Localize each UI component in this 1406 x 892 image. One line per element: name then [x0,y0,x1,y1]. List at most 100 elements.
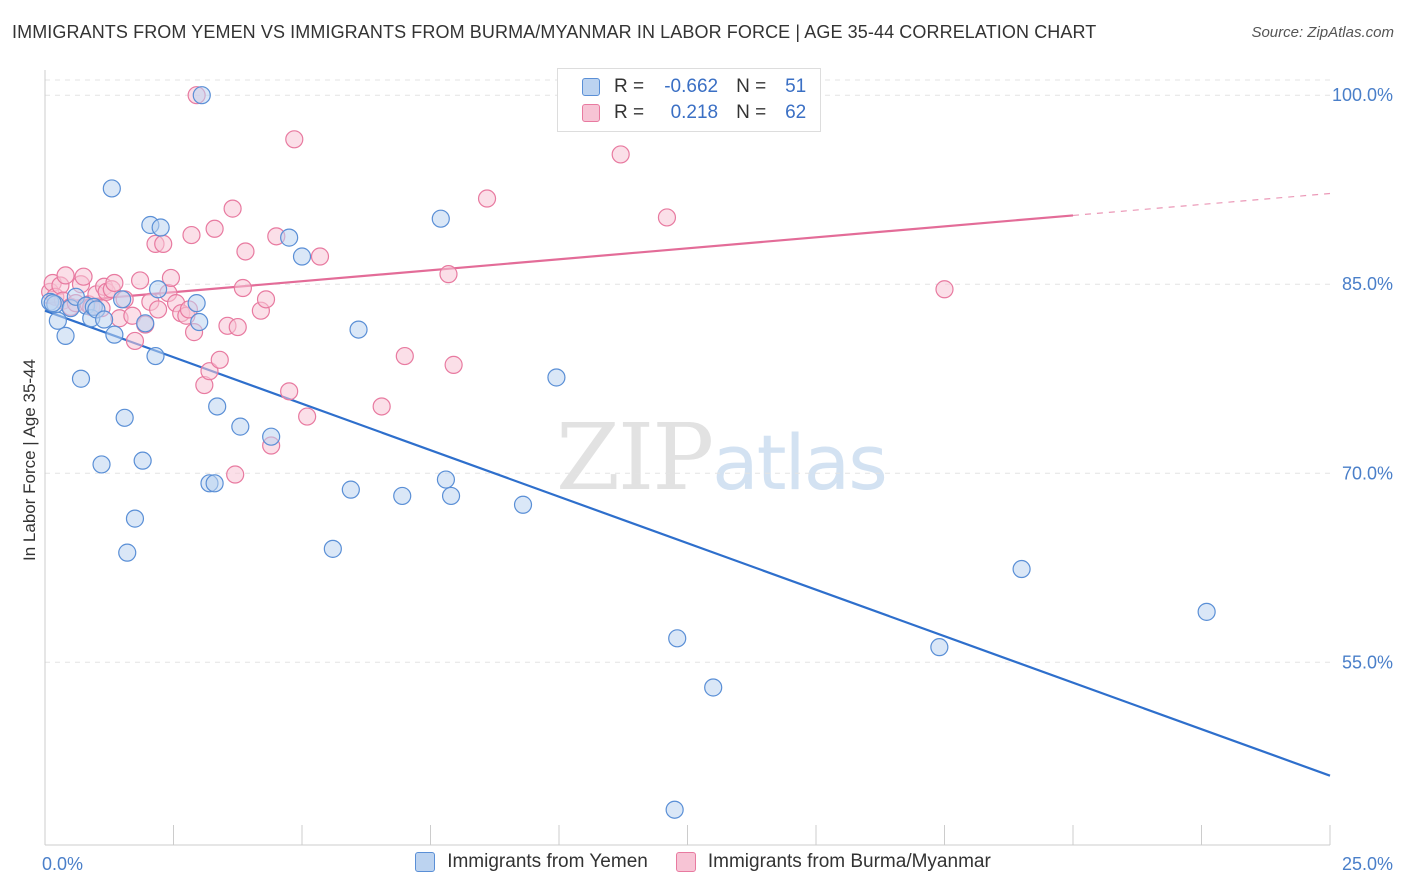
y-tick-label: 70.0% [1342,463,1393,483]
y-tick-label: 100.0% [1332,85,1393,105]
point-burma [444,355,463,374]
point-yemen [56,326,75,345]
point-yemen [341,480,360,499]
point-yemen [208,397,227,416]
point-burma [125,331,145,351]
point-yemen [231,417,250,436]
r-label: R = [614,102,645,123]
chart-title: IMMIGRANTS FROM YEMEN VS IMMIGRANTS FROM… [12,22,1097,42]
burma-swatch [582,104,600,122]
point-burma [372,397,391,416]
point-burma [205,219,224,238]
point-burma [74,267,93,286]
point-burma [148,300,168,319]
y-tick-label: 55.0% [1342,652,1393,672]
point-yemen [704,678,723,697]
n-value-yemen: 51 [785,76,807,97]
grid-lines [45,79,1330,663]
point-yemen [71,369,91,388]
r-value-burma: 0.218 [670,102,719,123]
point-yemen [112,290,132,309]
trend-lines [44,192,1331,777]
point-yemen [92,455,111,474]
point-yemen [292,247,312,266]
point-yemen [349,320,368,339]
x-tick-label: 0.0% [42,854,83,874]
point-yemen [665,800,684,819]
point-burma [105,273,124,293]
point-burma [395,346,414,366]
point-yemen [441,486,461,506]
point-burma [477,189,497,208]
point-burma [223,199,242,218]
point-yemen [151,218,170,237]
x-tick-label: 25.0% [1342,854,1393,874]
n-value-burma: 62 [785,102,807,123]
watermark-zip: ZIP [556,404,714,511]
point-burma [298,407,317,426]
point-yemen [115,408,134,427]
point-burma [280,382,299,401]
point-yemen [1012,559,1031,579]
point-yemen [323,539,342,558]
y-tick-label: 85.0% [1342,274,1393,294]
yemen-swatch [582,78,600,96]
point-yemen [1197,602,1216,621]
stats-legend: R = -0.662 N = 51 R = 0.218 N = 62 [557,68,821,132]
point-yemen [118,543,137,562]
point-yemen [48,311,67,330]
point-yemen [43,294,62,313]
point-yemen [105,325,124,344]
legend-item-yemen[interactable]: Immigrants from Yemen [415,851,648,873]
burma-legend-swatch [675,852,696,872]
axes [44,70,1331,846]
data-points [41,86,1216,819]
point-burma [56,266,75,285]
point-yemen [930,638,949,657]
point-yemen [280,228,299,247]
r-value-yemen: -0.662 [664,76,719,97]
point-burma [236,242,255,261]
watermark: ZIPatlas [556,404,888,511]
point-yemen [668,629,687,648]
point-yemen [136,314,155,333]
point-yemen [133,451,152,470]
point-yemen [125,509,145,528]
n-label: N = [736,76,767,97]
watermark-atlas: atlas [712,418,888,507]
legend-item-burma[interactable]: Immigrants from Burma/Myanmar [675,851,991,873]
trend-line-burma [44,214,1074,305]
point-yemen [192,86,211,105]
legend-label-yemen: Immigrants from Yemen [447,851,648,872]
point-yemen [102,179,121,198]
point-yemen [146,346,165,366]
point-burma [233,278,252,298]
point-burma [161,268,181,288]
r-label: R = [614,76,645,97]
point-yemen [187,294,206,313]
y-axis-label: In Labor Force | Age 35-44 [20,359,39,561]
point-yemen [148,280,168,299]
n-label: N = [736,102,767,123]
source-label: Source: ZipAtlas.com [1251,24,1394,41]
point-yemen [95,310,114,329]
point-yemen [513,495,533,514]
point-yemen [205,474,224,493]
point-burma [130,271,150,290]
point-burma [611,145,630,164]
series-legend: Immigrants from Yemen Immigrants from Bu… [0,851,1406,873]
trend-line-yemen [44,309,1331,777]
stats-row-yemen: R = -0.662 N = 51 [582,75,806,99]
point-burma [154,234,173,254]
point-burma [182,225,201,245]
legend-label-burma: Immigrants from Burma/Myanmar [707,851,991,872]
tick-labels: 100.0% 85.0% 70.0% 55.0% 0.0% 25.0% [42,85,1393,874]
trend-line-extension-burma [1072,192,1331,217]
point-yemen [190,312,209,332]
point-burma [228,317,247,337]
point-burma [657,208,677,227]
point-burma [210,350,229,369]
point-burma [310,247,330,266]
point-yemen [436,470,456,489]
